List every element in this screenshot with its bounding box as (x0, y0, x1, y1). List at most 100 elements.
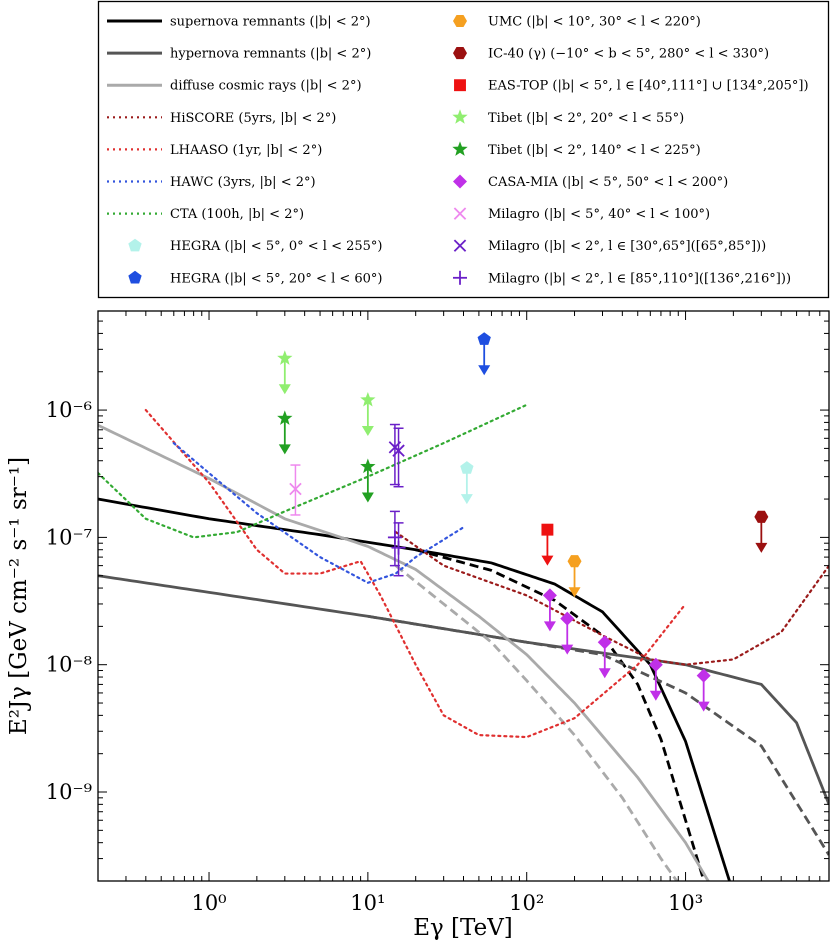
data-point-casa-mia-b-5-50-l-200 (696, 668, 711, 712)
data-point-hegra-b-5-0-l-255 (460, 461, 474, 505)
marker-hexagon (567, 555, 582, 568)
series-line-hawc-3yrs-b-2 (172, 442, 465, 584)
data-point-casa-mia-b-5-50-l-200 (648, 657, 663, 701)
data-point-tibet-b-2-140-l-225 (277, 410, 293, 455)
legend-entry-milagro-b-2-l-30-65-65-85: Milagro (|b| < 2°, l ∈ [30°,65°]([65°,85… (453, 239, 766, 254)
legend-swatch-milagro-b-2-l-85-110-136-216 (453, 270, 467, 285)
x-tick-label: 10¹ (350, 891, 385, 915)
legend-label-cta-100h-b-2: CTA (100h, |b| < 2°) (170, 207, 304, 222)
data-point-eas-top-b-5-l-40-111-134-205 (541, 523, 554, 566)
legend-label-hawc-3yrs-b-2: HAWC (3yrs, |b| < 2°) (170, 175, 316, 190)
data-point-milagro-b-2-l-30-65-65-85 (392, 427, 405, 488)
x-tick-label: 10⁰ (191, 891, 226, 915)
legend-swatch-casa-mia-b-5-50-l-200 (453, 174, 467, 189)
legend-entry-milagro-b-5-40-l-100: Milagro (|b| < 5°, 40° < l < 100°) (453, 207, 710, 222)
plot-frame (97, 310, 830, 882)
upper-limit-arrow-head (568, 587, 581, 598)
legend-entry-hawc-3yrs-b-2: HAWC (3yrs, |b| < 2°) (107, 175, 316, 190)
y-axis-label: E²Jγ [GeV cm⁻² s⁻¹ sr⁻¹] (6, 457, 32, 735)
data-point-umc-b-10-30-l-220 (567, 555, 582, 598)
legend-entry-hiscore-5yrs-b-2: HiSCORE (5yrs, |b| < 2°) (107, 111, 336, 126)
data-point-hegra-b-5-20-l-60 (477, 332, 491, 376)
legend-label-tibet-b-2-140-l-225: Tibet (|b| < 2°, 140° < l < 225°) (488, 143, 701, 158)
legend-label-casa-mia-b-5-50-l-200: CASA-MIA (|b| < 5°, 50° < l < 200°) (488, 175, 728, 190)
series-line-diffuse-cosmic-rays-b-2 (98, 423, 710, 881)
marker-star (277, 350, 293, 365)
marker-pentagon (460, 461, 474, 474)
series-line-supernova-remnants-b-2 (98, 497, 731, 881)
plot-area: 10⁰ 10¹ 10² 10³ 10⁻⁹ 10⁻⁸ 10⁻⁷ 10⁻⁶ (46, 310, 830, 915)
legend-label-diffuse-cosmic-rays-b-2: diffuse cosmic rays (|b| < 2°) (170, 79, 362, 94)
legend-label-tibet-b-2-20-l-55: Tibet (|b| < 2°, 20° < l < 55°) (488, 111, 684, 126)
upper-limit-arrow-head (541, 555, 554, 566)
legend-entry-milagro-b-2-l-85-110-136-216: Milagro (|b| < 2°, l ∈ [85°,110°]([136°,… (453, 270, 791, 286)
marker-x (392, 444, 405, 457)
series-line-lhaaso-1yr-b-2 (144, 408, 687, 739)
data-point-casa-mia-b-5-50-l-200 (542, 588, 557, 632)
marker-star (277, 410, 293, 425)
upper-limit-arrow-head (697, 701, 710, 712)
legend-swatch-eas-top-b-5-l-40-111-134-205 (454, 79, 466, 92)
data-point-tibet-b-2-20-l-55 (360, 391, 376, 436)
legend-swatch-ic-40-10-b-5-280-l-330 (453, 47, 467, 60)
marker-hexagon (754, 510, 769, 523)
series-line-hypernova-remnants-b-2-alt (367, 614, 829, 856)
data-point-milagro-b-5-40-l-100 (289, 464, 302, 516)
marker-diamond (597, 635, 612, 650)
marker-diamond (696, 668, 711, 683)
legend-label-hypernova-remnants-b-2: hypernova remnants (|b| < 2°) (170, 47, 371, 62)
legend-swatch-tibet-b-2-140-l-225 (452, 141, 468, 156)
series-line-hypernova-remnants-b-2 (98, 574, 829, 805)
y-tick-label: 10⁻⁶ (46, 398, 92, 422)
upper-limit-arrow-head (278, 444, 291, 455)
legend-label-ic-40-10-b-5-280-l-330: IC-40 (γ) (−10° < b < 5°, 280° < l < 330… (488, 47, 769, 62)
upper-limit-arrow-head (361, 492, 374, 503)
marker-diamond (542, 588, 557, 603)
y-tick-label: 10⁻⁹ (46, 780, 92, 804)
legend-label-umc-b-10-30-l-220: UMC (|b| < 10°, 30° < l < 220°) (488, 15, 701, 30)
legend-entry-umc-b-10-30-l-220: UMC (|b| < 10°, 30° < l < 220°) (453, 15, 701, 30)
legend-entry-casa-mia-b-5-50-l-200: CASA-MIA (|b| < 5°, 50° < l < 200°) (453, 174, 728, 190)
legend-entry-diffuse-cosmic-rays-b-2: diffuse cosmic rays (|b| < 2°) (107, 79, 362, 94)
legend-swatch-milagro-b-5-40-l-100 (453, 207, 467, 220)
marker-square (541, 523, 554, 536)
legend-swatch-hegra-b-5-20-l-60 (128, 270, 142, 284)
marker-diamond (560, 611, 575, 626)
data-point-milagro-b-2-l-85-110-136-216 (387, 510, 402, 567)
data-point-casa-mia-b-5-50-l-200 (597, 635, 612, 679)
series-line-hiscore-5yrs-b-2 (394, 531, 829, 666)
series-line-supernova-remnants-b-2-alt (415, 548, 706, 881)
legend-swatch-milagro-b-2-l-30-65-65-85 (453, 239, 467, 252)
legend: supernova remnants (|b| < 2°) hypernova r… (97, 0, 830, 299)
x-tick-label: 10³ (668, 891, 703, 915)
marker-x (289, 482, 302, 496)
series-line-cta-100h-b-2 (98, 403, 528, 539)
upper-limit-arrow-head (478, 365, 491, 376)
data-point-tibet-b-2-20-l-55 (277, 350, 293, 395)
upper-limit-arrow-head (561, 644, 574, 655)
legend-label-hegra-b-5-0-l-255: HEGRA (|b| < 5°, 0° < l < 255°) (170, 239, 383, 254)
legend-entry-hegra-b-5-20-l-60: HEGRA (|b| < 5°, 20° < l < 60°) (128, 270, 383, 286)
marker-plus (391, 540, 406, 555)
legend-swatch-hegra-b-5-0-l-255 (128, 238, 142, 252)
legend-swatch-tibet-b-2-20-l-55 (452, 109, 468, 124)
marker-diamond (648, 657, 663, 672)
legend-swatch-umc-b-10-30-l-220 (453, 14, 467, 28)
legend-entry-hegra-b-5-0-l-255: HEGRA (|b| < 5°, 0° < l < 255°) (128, 238, 383, 254)
data-point-ic-40-10-b-5-280-l-330 (754, 510, 769, 553)
y-tick-label: 10⁻⁷ (46, 525, 92, 549)
legend-label-lhaaso-1yr-b-2: LHAASO (1yr, |b| < 2°) (170, 143, 322, 158)
upper-limit-arrow-head (361, 425, 374, 436)
legend-entry-tibet-b-2-140-l-225: Tibet (|b| < 2°, 140° < l < 225°) (452, 141, 701, 158)
legend-label-eas-top-b-5-l-40-111-134-205: EAS-TOP (|b| < 5°, l ∈ [40°,111°] ∪ [134… (488, 79, 809, 94)
legend-label-milagro-b-2-l-30-65-65-85: Milagro (|b| < 2°, l ∈ [30°,65°]([65°,85… (488, 239, 766, 254)
marker-star (360, 458, 376, 474)
upper-limit-arrow-head (543, 621, 556, 632)
legend-label-hiscore-5yrs-b-2: HiSCORE (5yrs, |b| < 2°) (170, 111, 336, 126)
legend-entry-cta-100h-b-2: CTA (100h, |b| < 2°) (107, 207, 304, 222)
y-tick-label: 10⁻⁸ (46, 653, 92, 677)
legend-entry-supernova-remnants-b-2: supernova remnants (|b| < 2°) (107, 15, 371, 30)
data-point-milagro-b-2-l-85-110-136-216 (391, 522, 406, 577)
legend-entry-tibet-b-2-20-l-55: Tibet (|b| < 2°, 20° < l < 55°) (452, 109, 684, 126)
